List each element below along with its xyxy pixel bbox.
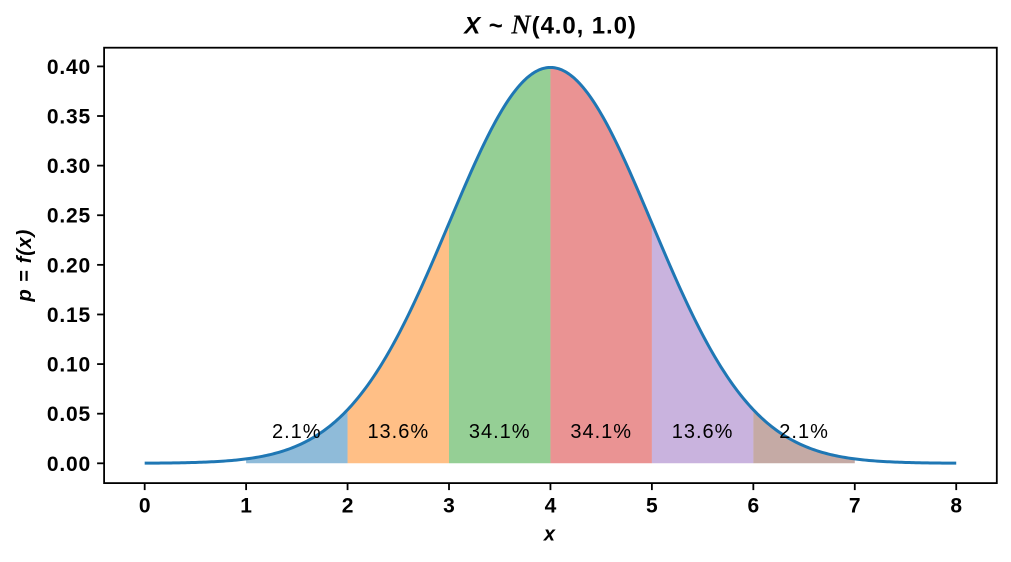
svg-text:x: x <box>543 523 556 545</box>
svg-text:0.30: 0.30 <box>47 155 91 178</box>
svg-text:7: 7 <box>849 494 861 517</box>
svg-text:4: 4 <box>545 494 557 517</box>
svg-text:34.1%: 34.1% <box>570 421 632 443</box>
svg-text:0.05: 0.05 <box>47 403 91 426</box>
svg-text:0.00: 0.00 <box>47 453 91 476</box>
svg-text:0.20: 0.20 <box>47 254 91 277</box>
svg-text:2: 2 <box>342 494 354 517</box>
svg-text:2.1%: 2.1% <box>779 421 829 443</box>
svg-text:0.25: 0.25 <box>47 205 91 228</box>
svg-text:1: 1 <box>240 494 252 517</box>
svg-text:13.6%: 13.6% <box>672 421 734 443</box>
svg-text:5: 5 <box>646 494 658 517</box>
svg-text:13.6%: 13.6% <box>367 421 429 443</box>
svg-text:0: 0 <box>139 494 151 517</box>
svg-text:3: 3 <box>443 494 455 517</box>
svg-text:0.10: 0.10 <box>47 354 91 377</box>
svg-text:0.15: 0.15 <box>47 304 91 327</box>
svg-text:X ~ N(4.0, 1.0): X ~ N(4.0, 1.0) <box>462 9 636 39</box>
svg-text:34.1%: 34.1% <box>469 421 531 443</box>
svg-text:6: 6 <box>747 494 759 517</box>
svg-text:2.1%: 2.1% <box>272 421 322 443</box>
svg-text:p = f(x): p = f(x) <box>14 229 36 303</box>
svg-text:8: 8 <box>950 494 962 517</box>
svg-text:0.40: 0.40 <box>47 56 91 79</box>
svg-text:0.35: 0.35 <box>47 106 91 129</box>
